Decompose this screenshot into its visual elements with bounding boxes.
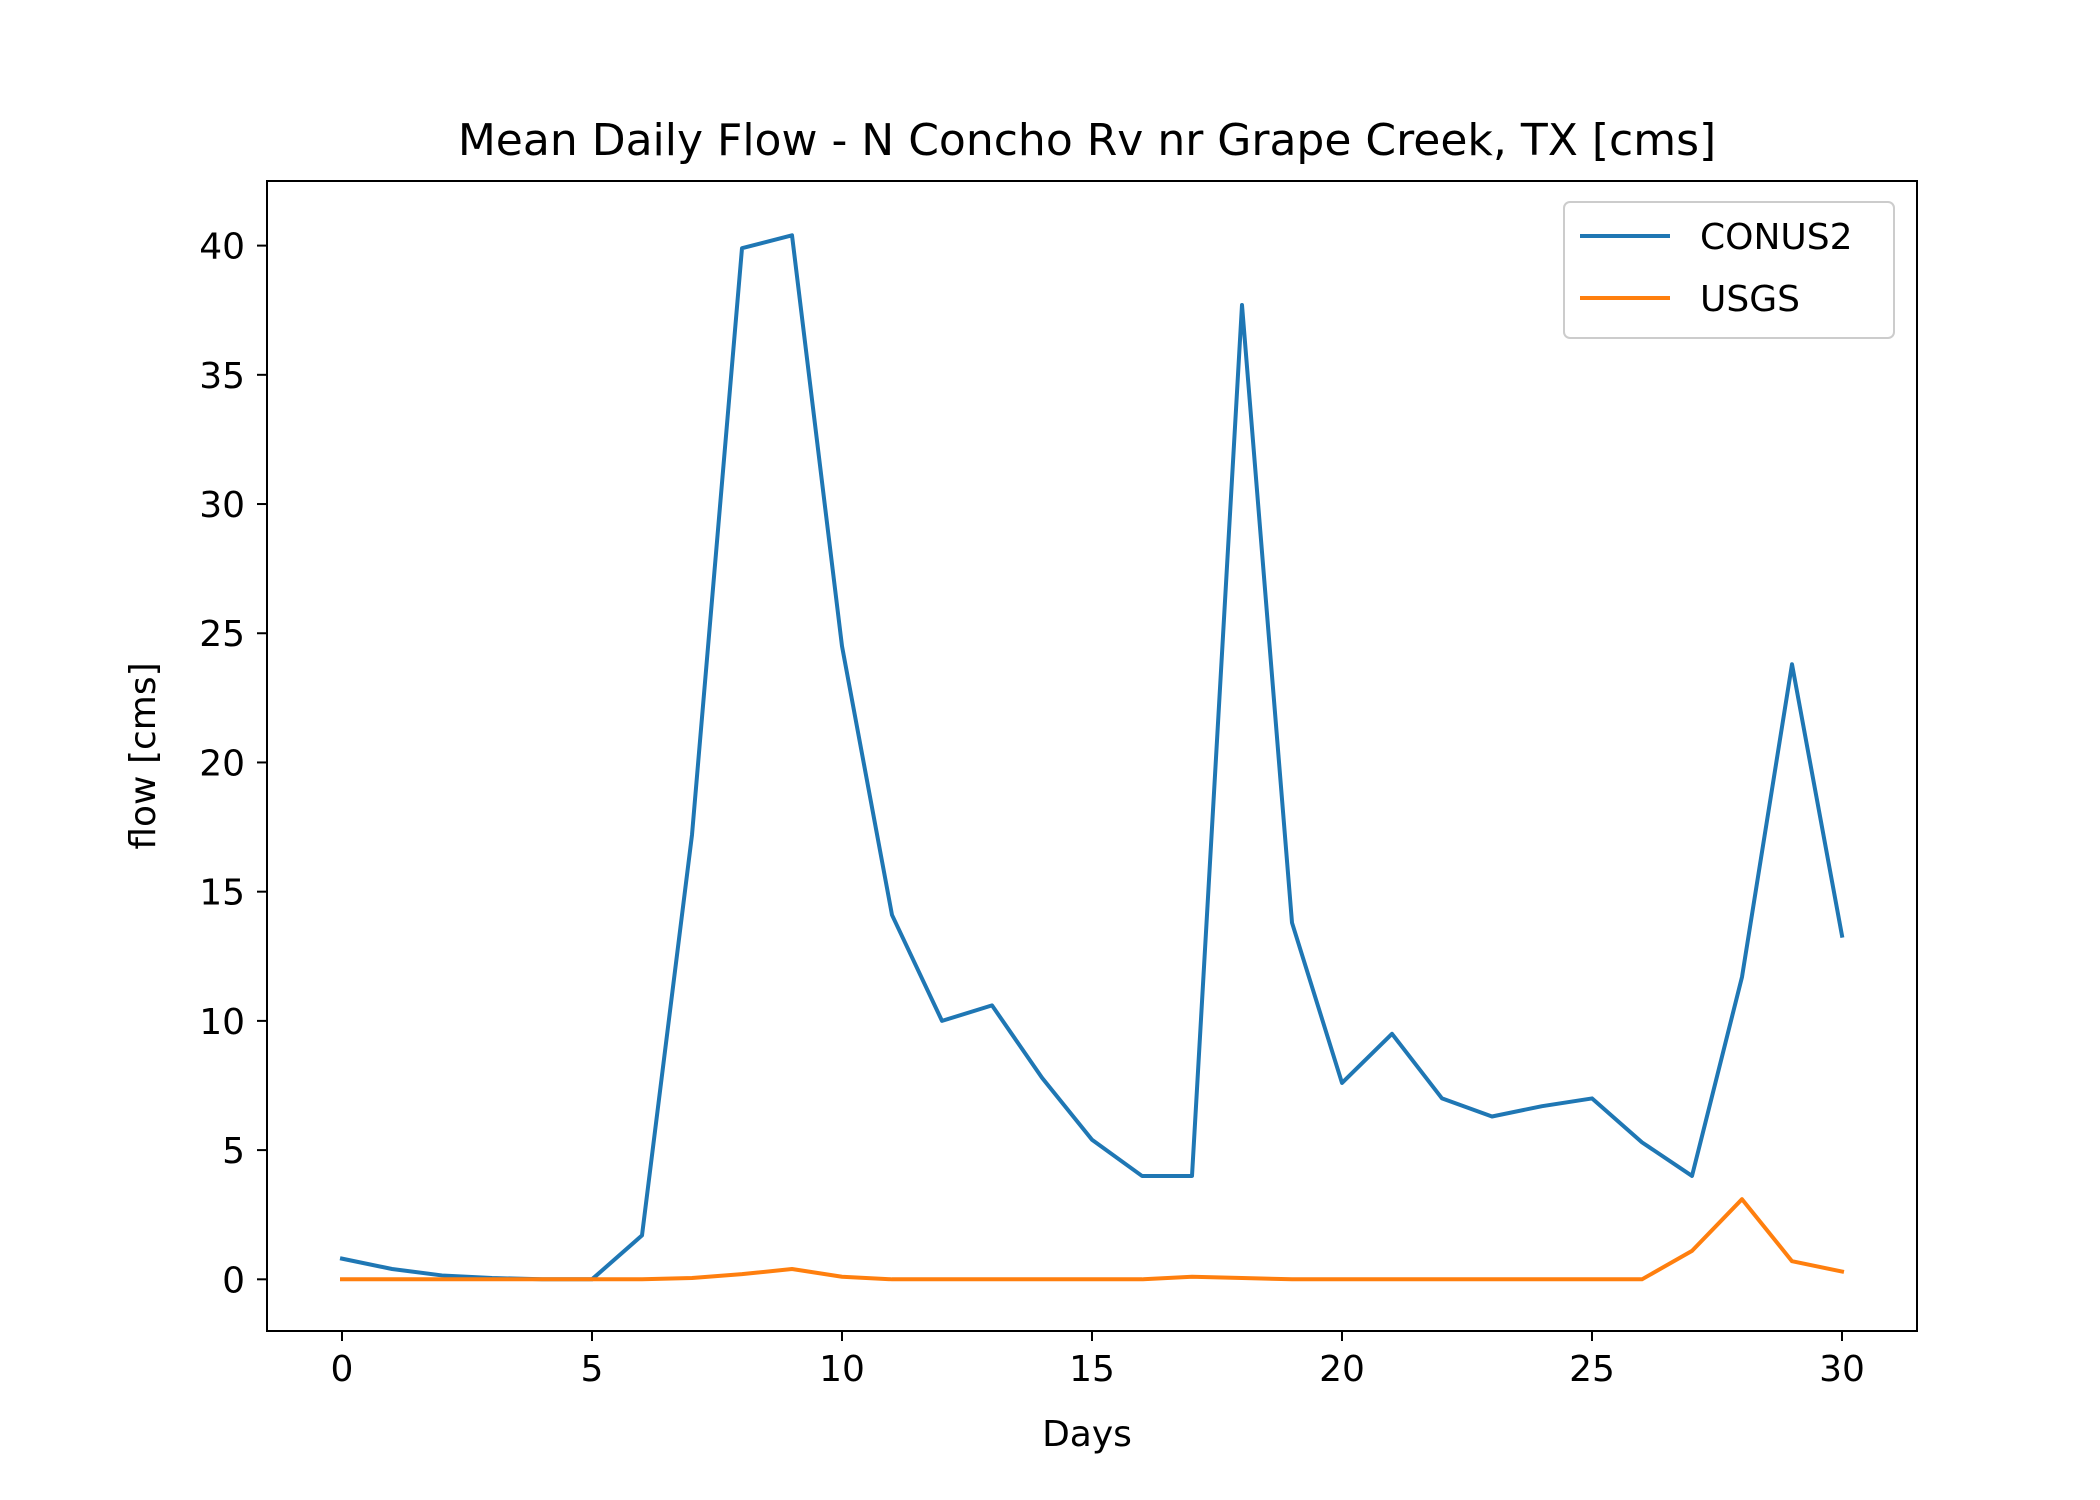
y-tick-label: 35 [199,356,245,397]
x-tick-label: 25 [1569,1349,1615,1390]
x-tick-label: 5 [581,1349,604,1390]
x-axis-ticks: 0 5 10 15 20 25 30 [331,1331,1865,1390]
x-tick-label: 15 [1069,1349,1115,1390]
y-tick-label: 25 [199,614,245,655]
y-axis-label: flow [cms] [123,662,164,849]
y-tick-label: 10 [199,1002,245,1043]
legend-label-conus2: CONUS2 [1700,217,1853,258]
y-axis-ticks: 0 5 10 15 20 25 30 35 40 [199,227,267,1301]
x-axis-label: Days [1042,1414,1132,1455]
legend-label-usgs: USGS [1700,279,1800,320]
legend: CONUS2 USGS [1563,201,1895,339]
y-tick-label: 15 [199,873,245,914]
x-tick-label: 30 [1819,1349,1865,1390]
series-layer [339,233,1845,1282]
x-tick-label: 20 [1319,1349,1365,1390]
y-tick-label: 5 [222,1131,245,1172]
x-tick-label: 10 [819,1349,865,1390]
y-tick-label: 20 [199,743,245,784]
series-line-usgs [340,1197,1845,1282]
x-tick-label: 0 [331,1349,354,1390]
chart-title: Mean Daily Flow - N Concho Rv nr Grape C… [458,115,1716,166]
y-tick-label: 0 [222,1260,245,1301]
y-tick-label: 40 [199,227,245,268]
y-tick-label: 30 [199,485,245,526]
